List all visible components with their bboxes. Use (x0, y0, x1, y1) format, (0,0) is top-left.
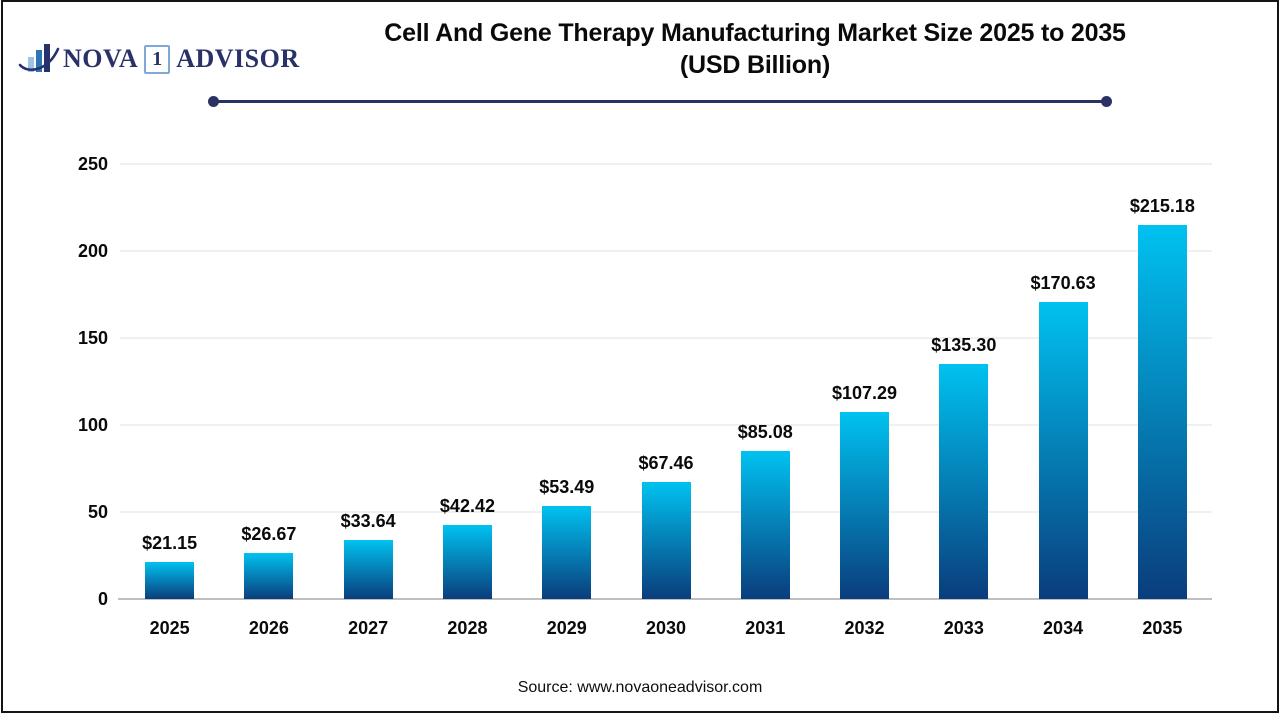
bar-2029 (542, 505, 592, 599)
bar-value-label-2034: $170.63 (1030, 273, 1096, 294)
title-underline-rule (213, 100, 1106, 103)
bar-value-label-2032: $107.29 (831, 383, 898, 404)
y-axis-tick-250: 250 (77, 154, 108, 174)
logo-number-one-badge: 1 (144, 44, 171, 74)
x-axis-tick-2031: 2031 (745, 618, 786, 638)
x-axis-tick-2027: 2027 (348, 618, 389, 638)
x-axis-tick-2033: 2033 (943, 618, 984, 638)
x-axis-tick-2026: 2026 (248, 618, 289, 638)
bar-value-label-2030: $67.46 (638, 452, 694, 473)
gridline-250 (120, 163, 1212, 165)
x-axis-tick-2028: 2028 (447, 618, 488, 638)
bar-value-label-2026: $26.67 (241, 523, 297, 544)
title-rule-right-dot (1101, 96, 1112, 107)
x-axis-tick-2035: 2035 (1142, 618, 1183, 638)
chart-title-line1: Cell And Gene Therapy Manufacturing Mark… (384, 19, 1126, 47)
y-axis-tick-50: 50 (87, 502, 108, 522)
logo-word-nova: NOVA (63, 44, 139, 73)
logo-chart-swoosh-icon (18, 41, 60, 77)
logo-word-advisor: ADVISOR (176, 44, 300, 73)
x-axis-tick-2034: 2034 (1043, 618, 1084, 638)
bar-2026 (244, 552, 294, 599)
bar-value-label-2028: $42.42 (439, 496, 495, 517)
bar-value-label-2029: $53.49 (539, 476, 595, 497)
x-axis-tick-2030: 2030 (645, 618, 687, 638)
bar-2025 (145, 562, 195, 599)
bar-2034 (1038, 302, 1088, 599)
bar-2030 (641, 481, 691, 599)
bar-2027 (343, 540, 393, 599)
bar-value-label-2033: $135.30 (931, 334, 997, 355)
y-axis-tick-0: 0 (97, 589, 108, 609)
x-axis-tick-2032: 2032 (844, 618, 885, 638)
bar-value-label-2025: $21.15 (142, 533, 198, 554)
chart-title: Cell And Gene Therapy Manufacturing Mark… (280, 17, 1230, 81)
x-axis-baseline (118, 598, 1212, 600)
bar-2035 (1137, 224, 1187, 599)
bar-value-label-2027: $33.64 (340, 511, 396, 532)
y-axis-tick-200: 200 (77, 241, 108, 261)
y-axis-tick-150: 150 (77, 328, 108, 348)
gridline-100 (120, 424, 1212, 426)
bar-value-label-2035: $215.18 (1129, 195, 1195, 216)
bar-2033 (939, 363, 989, 599)
y-axis-tick-100: 100 (77, 415, 108, 435)
x-axis-tick-2029: 2029 (546, 618, 587, 638)
bar-2028 (442, 525, 492, 599)
bar-value-label-2031: $85.08 (737, 421, 793, 442)
bar-2032 (840, 412, 890, 599)
title-rule-left-dot (208, 96, 219, 107)
gridline-150 (120, 337, 1212, 339)
x-axis-tick-2025: 2025 (149, 618, 190, 638)
bar-2031 (740, 450, 790, 599)
source-text: Source: www.novaoneadvisor.com (517, 679, 763, 696)
novaone-advisor-logo: NOVA 1 ADVISOR (18, 40, 300, 78)
chart-title-line2: (USD Billion) (679, 51, 831, 79)
gridline-200 (120, 250, 1212, 252)
logo-number-one: 1 (152, 47, 163, 70)
